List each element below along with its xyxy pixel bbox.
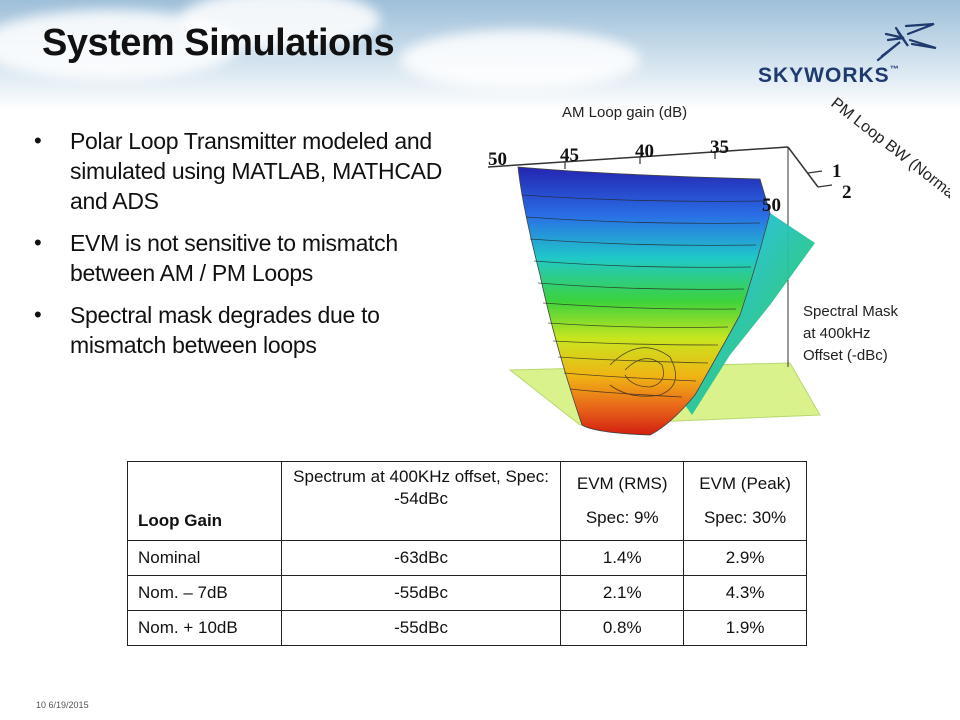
bullet-text: EVM is not sensitive to mismatch between…: [70, 230, 398, 286]
cell-spectrum: -55dBc: [280, 575, 562, 611]
cell-evm-rms: 2.1%: [560, 575, 685, 611]
slide-footer: 10 6/19/2015: [36, 700, 89, 710]
pm-axis-line: [787, 146, 819, 188]
footer-page-number: 10: [36, 700, 47, 710]
header-evm-peak: EVM (Peak) Spec: 30%: [683, 461, 807, 541]
logo-text: SKYWORKS™: [758, 64, 900, 87]
axis-ticks: [564, 151, 833, 188]
skyworks-logo: SKYWORKS™: [758, 20, 938, 100]
spectral-mask-label-line: Spectral Mask: [803, 303, 899, 320]
cell-spectrum: -55dBc: [280, 610, 562, 646]
cell-spectrum: -63dBc: [280, 540, 562, 576]
header-evm-rms-spec: Spec: 9%: [585, 508, 659, 527]
bullet-dot-icon: •: [34, 230, 42, 255]
table-row: Nom. + 10dB -55dBc 0.8% 1.9%: [127, 610, 807, 646]
bullet-list: • Polar Loop Transmitter modeled and simu…: [30, 126, 470, 372]
bullet-dot-icon: •: [34, 128, 42, 153]
bullet-item: • Spectral mask degrades due to mismatch …: [30, 300, 470, 360]
header-evm-rms-title: EVM (RMS): [576, 474, 668, 493]
contour-lines: [521, 194, 764, 398]
header-spectrum: Spectrum at 400KHz offset, Spec: -54dBc: [280, 461, 562, 541]
slide-title: System Simulations: [42, 22, 395, 64]
bullet-item: • EVM is not sensitive to mismatch betwee…: [30, 228, 470, 288]
bullet-item: • Polar Loop Transmitter modeled and simu…: [30, 126, 470, 216]
cell-evm-peak: 4.3%: [683, 575, 807, 611]
footer-date: 6/19/2015: [48, 700, 89, 710]
cell-evm-rms: 1.4%: [560, 540, 685, 576]
bullet-dot-icon: •: [34, 302, 42, 327]
am-tick-label: 45: [560, 145, 579, 166]
bullet-text: Spectral mask degrades due to mismatch b…: [70, 302, 380, 358]
table-row: Nominal -63dBc 1.4% 2.9%: [127, 540, 807, 576]
surface-plot-graphic: AM Loop gain (dB) 50 45 40 35 1 2 50 PM …: [487, 95, 960, 436]
pm-axis-label: PM Loop BW (Normalized): [828, 95, 950, 225]
cell-evm-rms: 0.8%: [560, 610, 685, 646]
header-evm-rms: EVM (RMS) Spec: 9%: [560, 461, 685, 541]
am-axis-label: AM Loop gain (dB): [562, 104, 687, 121]
header-sky-background: [0, 0, 960, 110]
cell-loop-gain: Nom. + 10dB: [127, 610, 282, 646]
table-row: Nom. – 7dB -55dBc 2.1% 4.3%: [127, 575, 807, 611]
cell-evm-peak: 2.9%: [683, 540, 807, 576]
z-tick-label: 50: [762, 195, 781, 216]
cell-loop-gain: Nom. – 7dB: [127, 575, 282, 611]
pm-tick-label: 1: [832, 161, 842, 182]
surface-plot: AM Loop gain (dB) 50 45 40 35 1 2 50 PM …: [470, 95, 960, 445]
table-header-row: Loop Gain Spectrum at 400KHz offset, Spe…: [127, 461, 807, 541]
logo-star-icon: [876, 22, 937, 62]
am-axis-line: [487, 146, 789, 168]
bullet-text: Polar Loop Transmitter modeled and simul…: [70, 128, 443, 214]
main-surface: [517, 166, 771, 436]
results-table: Loop Gain Spectrum at 400KHz offset, Spe…: [127, 461, 807, 646]
header-evm-peak-title: EVM (Peak): [699, 474, 791, 493]
am-tick-label: 50: [488, 149, 507, 170]
spectral-mask-label-line: at 400kHz: [803, 325, 871, 342]
spectral-mask-label: Spectral Mask at 400kHz Offset (-dBc): [803, 301, 898, 367]
cell-loop-gain: Nominal: [127, 540, 282, 576]
header-loop-gain: Loop Gain: [127, 461, 282, 541]
cloud-shape: [180, 0, 380, 50]
am-tick-label: 35: [710, 137, 729, 158]
am-tick-label: 40: [635, 141, 654, 162]
pm-tick-label: 2: [842, 182, 852, 203]
cell-evm-peak: 1.9%: [683, 610, 807, 646]
cloud-shape: [400, 30, 640, 90]
spectral-mask-label-line: Offset (-dBc): [803, 347, 888, 364]
header-evm-peak-spec: Spec: 30%: [703, 508, 787, 527]
